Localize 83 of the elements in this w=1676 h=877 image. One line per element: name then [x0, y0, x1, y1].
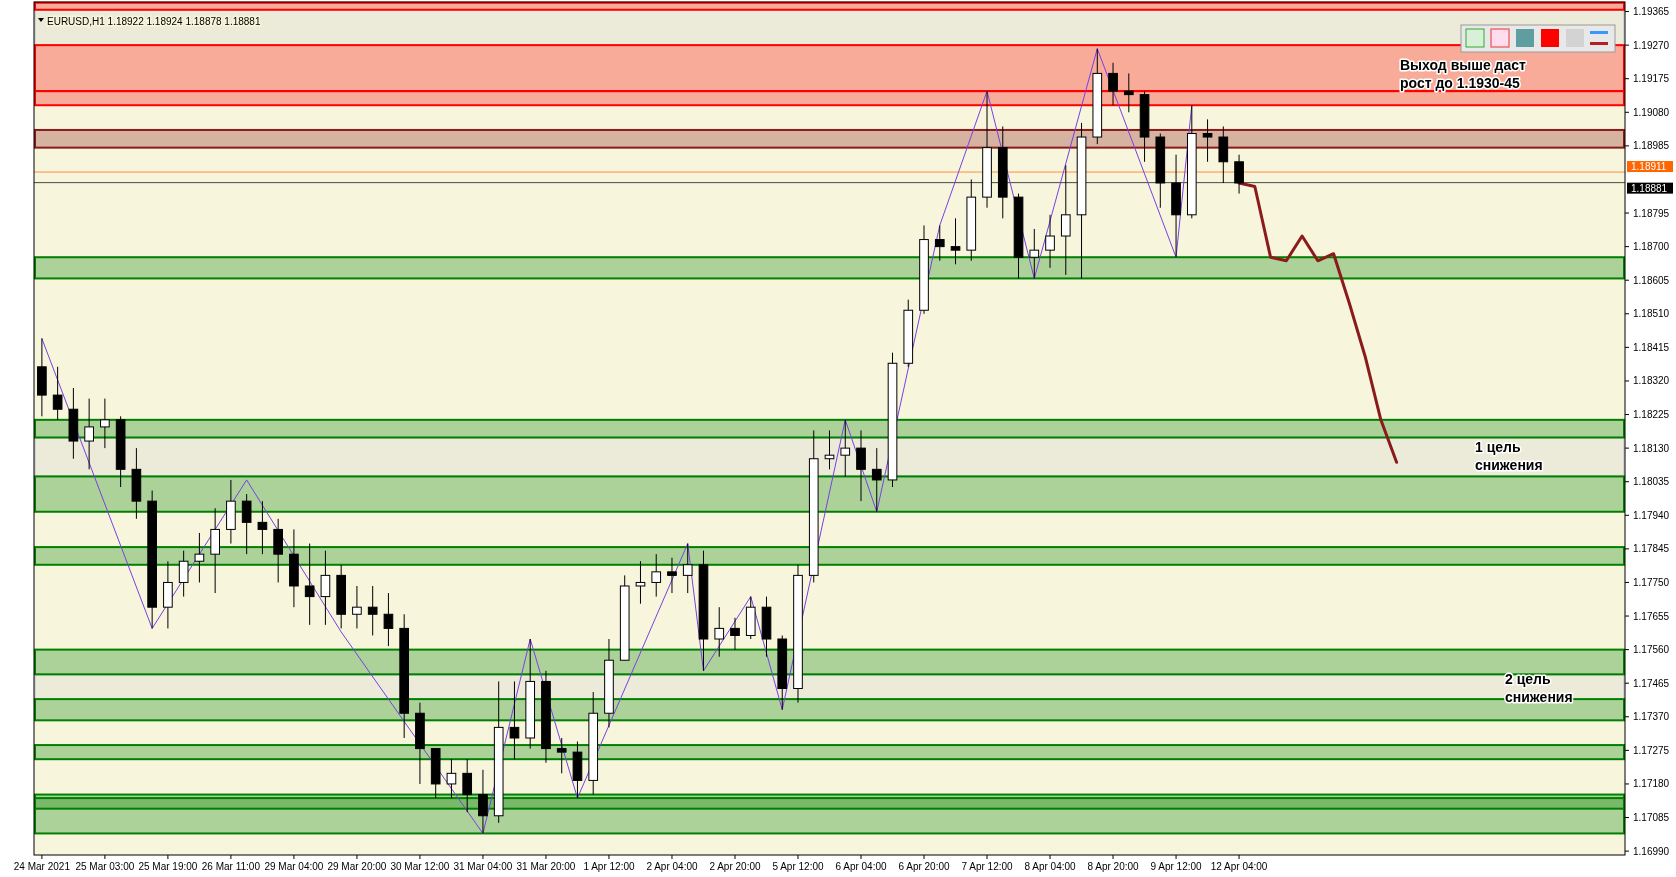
y-tick-label: 1.16990: [1633, 845, 1670, 857]
y-tick-label: 1.17085: [1633, 812, 1670, 824]
y-tick-label: 1.17845: [1633, 543, 1670, 555]
candlestick: [556, 737, 567, 774]
candlestick: [730, 617, 740, 651]
candlestick: [462, 758, 473, 813]
x-tick-label: 6 Apr 04:00: [835, 861, 888, 872]
x-tick-label: 8 Apr 04:00: [1024, 861, 1077, 872]
candlestick: [934, 224, 945, 262]
annotation: Выход выше даст рост до 1.1930-45: [1400, 57, 1527, 91]
x-tick-label: 31 Mar 20:00: [516, 861, 576, 872]
x-tick-label: 2 Apr 04:00: [646, 861, 698, 872]
x-tick-label: 9 Apr 12:00: [1150, 861, 1203, 872]
x-tick-label: 25 Mar 03:00: [75, 861, 135, 872]
candlestick: [178, 550, 189, 598]
candlestick: [871, 447, 882, 513]
x-tick-label: 6 Apr 20:00: [898, 861, 951, 872]
candlestick: [1108, 62, 1118, 106]
y-tick-label: 1.17560: [1633, 644, 1670, 656]
x-tick-label: 2 Apr 20:00: [709, 861, 761, 872]
annotation: 1 цель снижения: [1475, 439, 1543, 473]
candlestick: [304, 543, 315, 626]
candlestick: [320, 550, 331, 626]
candlestick: [1202, 118, 1213, 163]
y-tick-label: 1.18035: [1633, 476, 1670, 488]
x-tick-label: 26 Mar 11:00: [201, 861, 261, 872]
candlestick: [714, 606, 725, 658]
y-tick-label: 1.18795: [1633, 207, 1670, 219]
candlestick: [856, 429, 866, 502]
candlestick: [383, 592, 394, 647]
x-tick-label: 24 Mar 2021: [13, 861, 71, 872]
candlestick: [194, 532, 205, 583]
y-tick-label: 1.18700: [1633, 241, 1670, 253]
y-tick-label: 1.19080: [1633, 106, 1670, 118]
candlestick: [84, 398, 94, 470]
candlestick: [840, 419, 851, 477]
y-tick-label: 1.18510: [1633, 308, 1670, 320]
x-tick-label: 12 Apr 04:00: [1210, 861, 1268, 872]
candlestick: [1123, 72, 1134, 113]
candlestick: [1029, 228, 1040, 279]
text: EURUSD,H1 1.18922 1.18924 1.18878 1.18881: [47, 16, 261, 27]
y-tick-label: 1.18130: [1633, 442, 1670, 454]
candlestick: [478, 769, 488, 834]
candlestick: [950, 217, 961, 265]
y-tick-label: 1.19270: [1633, 39, 1670, 51]
candlestick: [1045, 214, 1055, 269]
x-tick-label: 5 Apr 12:00: [772, 861, 825, 872]
x-tick-label: 7 Apr 12:00: [961, 861, 1014, 872]
x-tick-label: 30 Mar 12:00: [390, 861, 450, 872]
y-tick-label: 1.17180: [1633, 778, 1670, 790]
candlestick: [257, 500, 268, 555]
ref-line-label: 1.18881: [1631, 182, 1668, 194]
y-tick-label: 1.17940: [1633, 509, 1670, 521]
candlestick: [667, 557, 677, 594]
x-tick-label: 31 Mar 04:00: [453, 861, 513, 872]
ref-line-label: 1.18911: [1631, 161, 1667, 173]
candlestick: [509, 680, 520, 760]
y-tick-label: 1.18985: [1633, 140, 1670, 152]
x-tick-label: 29 Mar 04:00: [264, 861, 324, 872]
y-tick-label: 1.18320: [1633, 375, 1670, 387]
candlestick: [651, 553, 662, 598]
y-tick-label: 1.19175: [1633, 73, 1670, 85]
x-tick-label: 8 Apr 20:00: [1087, 861, 1140, 872]
x-tick-label: 25 Mar 19:00: [138, 861, 198, 872]
y-tick-label: 1.18225: [1633, 409, 1670, 421]
y-tick-label: 1.17275: [1633, 744, 1670, 756]
candlestick: [241, 493, 252, 555]
candlestick: [367, 585, 378, 636]
y-tick-label: 1.17370: [1633, 711, 1670, 723]
y-tick-label: 1.17750: [1633, 576, 1670, 588]
candlestick: [446, 758, 457, 799]
candlestick: [352, 585, 362, 629]
x-tick-label: 1 Apr 12:00: [583, 861, 635, 872]
candlestick: [635, 560, 646, 605]
candlestick: [682, 543, 693, 594]
y-tick-label: 1.18415: [1633, 341, 1670, 353]
y-tick-label: 1.18605: [1633, 274, 1670, 286]
y-tick-label: 1.17465: [1633, 677, 1670, 689]
candlestick: [100, 398, 110, 449]
y-tick-label: 1.19365: [1633, 6, 1670, 18]
x-tick-label: 29 Mar 20:00: [327, 861, 387, 872]
candlestick: [52, 366, 63, 421]
y-tick-label: 1.17655: [1633, 610, 1670, 622]
